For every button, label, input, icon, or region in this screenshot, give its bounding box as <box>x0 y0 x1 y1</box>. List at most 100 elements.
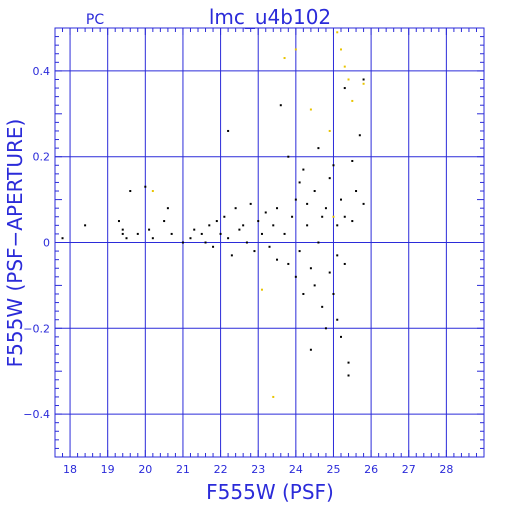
x-tick-label: 22 <box>214 463 228 476</box>
data-point <box>351 159 354 162</box>
y-tick-label: 0.2 <box>33 151 51 164</box>
data-point <box>355 190 358 193</box>
data-point <box>129 190 132 193</box>
data-point <box>321 215 324 218</box>
data-point <box>343 215 346 218</box>
data-point <box>336 224 339 227</box>
data-point <box>340 335 342 338</box>
x-axis-label: F555W (PSF) <box>206 480 334 504</box>
data-point <box>268 245 271 248</box>
data-point <box>136 232 139 235</box>
data-point <box>324 207 327 210</box>
data-point <box>215 220 218 223</box>
highlight-point <box>336 31 339 34</box>
data-point <box>306 202 309 205</box>
y-tick-label: 0.4 <box>33 65 51 78</box>
highlight-point <box>309 108 312 111</box>
camera-label: PC <box>86 12 104 28</box>
data-point <box>238 228 241 231</box>
data-point <box>317 147 320 150</box>
data-point <box>276 258 279 261</box>
data-points <box>61 31 365 398</box>
highlight-point <box>260 288 263 291</box>
data-point <box>294 275 297 278</box>
data-point <box>332 292 335 295</box>
data-point <box>340 198 342 201</box>
y-tick-label: −0.2 <box>23 322 50 335</box>
data-point <box>362 78 365 81</box>
data-point <box>204 241 207 244</box>
x-tick-label: 26 <box>364 463 378 476</box>
highlight-point <box>362 82 365 85</box>
data-point <box>287 155 290 158</box>
y-axis-label: F555W (PSF−APERTURE) <box>3 119 27 368</box>
data-point <box>170 232 173 235</box>
highlight-point <box>272 395 275 398</box>
data-point <box>148 228 151 231</box>
data-point <box>298 250 301 253</box>
highlight-point <box>283 57 286 60</box>
data-point <box>324 327 327 330</box>
x-tick-label: 18 <box>63 463 77 476</box>
data-point <box>309 348 312 351</box>
x-tick-label: 24 <box>289 463 303 476</box>
data-point <box>125 237 128 240</box>
data-point <box>208 224 211 227</box>
data-point <box>279 104 282 107</box>
ticks: 18 19 20 21 22 23 24 25 26 27 28 −0.4 −0.2 0 0.2 0.4 <box>23 27 485 476</box>
x-tick-label: 25 <box>326 463 340 476</box>
data-point <box>193 228 196 231</box>
data-point <box>189 237 192 240</box>
y-tick-label: 0 <box>43 237 50 250</box>
x-tick-label: 28 <box>439 463 453 476</box>
data-point <box>223 215 226 218</box>
data-point <box>328 177 331 180</box>
chart-title: lmc_u4b102 <box>209 5 331 29</box>
data-point <box>302 292 305 295</box>
data-point <box>117 220 120 223</box>
data-point <box>84 224 87 227</box>
data-point <box>336 254 339 257</box>
highlight-point <box>151 190 154 193</box>
data-point <box>272 224 275 227</box>
data-point <box>328 271 331 274</box>
data-point <box>219 232 222 235</box>
data-point <box>313 284 316 287</box>
data-point <box>362 202 365 205</box>
data-point <box>336 318 339 321</box>
data-point <box>245 241 248 244</box>
data-point <box>306 224 309 227</box>
data-point <box>313 190 316 193</box>
data-point <box>181 241 184 244</box>
highlight-point <box>328 129 331 132</box>
data-point <box>294 198 297 201</box>
data-point <box>260 232 263 235</box>
data-point <box>298 181 301 184</box>
x-tick-label: 27 <box>402 463 416 476</box>
data-point <box>343 87 346 90</box>
grid <box>54 27 485 458</box>
data-point <box>347 361 350 364</box>
data-point <box>317 241 320 244</box>
highlight-point <box>347 78 350 81</box>
data-point <box>264 211 267 214</box>
x-tick-label: 21 <box>176 463 190 476</box>
data-point <box>309 267 312 270</box>
data-point <box>276 207 279 210</box>
data-point <box>163 220 166 223</box>
data-point <box>212 245 215 248</box>
y-tick-label: −0.4 <box>23 408 50 421</box>
data-point <box>291 215 294 218</box>
highlight-point <box>343 65 346 68</box>
data-point <box>230 254 233 257</box>
data-point <box>200 232 203 235</box>
data-point <box>242 224 245 227</box>
data-point <box>253 250 256 253</box>
highlight-point <box>351 99 354 102</box>
data-point <box>351 220 354 223</box>
data-point <box>234 207 237 210</box>
data-point <box>358 134 361 137</box>
x-tick-label: 20 <box>138 463 152 476</box>
data-point <box>227 129 230 132</box>
